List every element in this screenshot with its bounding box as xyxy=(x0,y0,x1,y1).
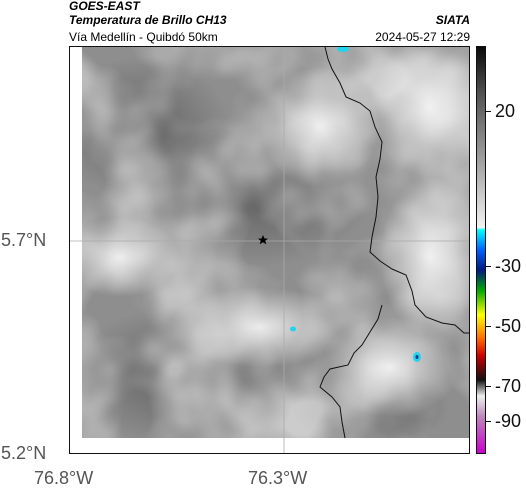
colorbar-tick xyxy=(486,386,491,387)
lon-label: 76.3°W xyxy=(248,468,308,488)
brightness-temperature-image xyxy=(70,47,469,453)
colorbar-label: -90 xyxy=(495,411,522,431)
star-marker xyxy=(258,235,268,245)
region-label: Vía Medellín - Quibdó 50km xyxy=(69,30,218,44)
cold-cloud-top xyxy=(337,47,349,52)
colorbar-label: -70 xyxy=(495,376,522,396)
organization-label: SIATA xyxy=(435,13,470,27)
colorbar-label: -30 xyxy=(495,256,522,276)
colorbar-tick xyxy=(486,266,491,267)
colorbar-tick xyxy=(486,326,491,327)
cold-cloud-top xyxy=(290,326,296,332)
satellite-source: GOES-EAST xyxy=(69,0,140,13)
cold-cloud-core xyxy=(415,355,419,359)
colorbar-label: 20 xyxy=(495,101,516,121)
lon-label: 76.8°W xyxy=(34,468,94,488)
colorbar-tick xyxy=(486,111,491,112)
coastline-east xyxy=(324,47,469,334)
product-title: Temperatura de Brillo CH13 xyxy=(69,13,227,27)
colorbar-label: -50 xyxy=(495,316,522,336)
colorbar xyxy=(476,46,486,454)
colorbar-tick xyxy=(486,421,491,422)
coastline-south xyxy=(319,304,383,439)
timestamp-label: 2024-05-27 12:29 xyxy=(375,30,470,44)
cloud-field xyxy=(82,47,469,438)
lat-label: 5.2°N xyxy=(1,443,47,463)
lat-label: 5.7°N xyxy=(1,230,47,250)
satellite-map[interactable] xyxy=(69,46,470,454)
